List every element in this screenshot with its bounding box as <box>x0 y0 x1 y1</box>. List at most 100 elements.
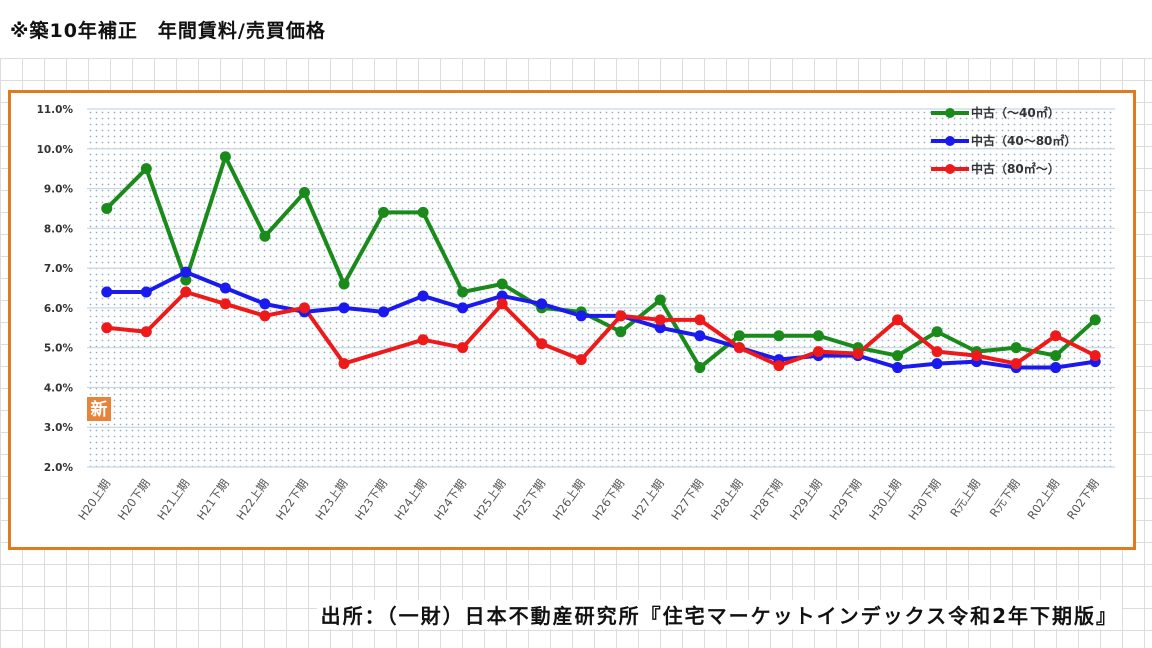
data-point <box>773 360 785 372</box>
x-tick-label: H29下期 <box>826 477 864 523</box>
data-point <box>140 163 152 175</box>
data-point <box>733 342 745 354</box>
data-point <box>1050 330 1062 342</box>
data-point <box>615 326 627 338</box>
data-point <box>101 322 113 334</box>
y-tick-label: 6.0% <box>44 303 74 315</box>
data-point <box>457 342 469 354</box>
data-point <box>1050 362 1062 374</box>
legend-label: 中古（～40㎡） <box>971 105 1060 120</box>
data-point <box>378 206 390 218</box>
data-point <box>496 278 508 290</box>
new-badge: 新 <box>87 397 111 421</box>
page-heading: ※築10年補正 年間賃料/売買価格 <box>10 20 326 42</box>
source-note: 出所：（一財）日本不動産研究所『住宅マーケットインデックス令和2年下期版』 <box>316 600 1122 629</box>
data-point <box>654 294 666 306</box>
new-badge-text: 新 <box>91 399 108 420</box>
data-point <box>219 298 231 310</box>
x-tick-label: H28上期 <box>708 477 746 523</box>
data-point <box>259 298 271 310</box>
y-tick-label: 2.0% <box>44 462 74 474</box>
y-tick-label: 4.0% <box>44 382 74 394</box>
data-point <box>140 326 152 338</box>
data-point <box>219 151 231 163</box>
plot-area <box>87 109 1115 467</box>
data-point <box>338 278 350 290</box>
data-point <box>180 274 192 286</box>
data-point <box>457 286 469 298</box>
x-tick-label: R02下期 <box>1064 477 1102 522</box>
series-line <box>105 154 1097 370</box>
data-point <box>101 202 113 214</box>
series-line <box>106 270 1096 370</box>
data-point <box>575 354 587 366</box>
x-axis-ticks: H20上期 H20下期 H21上期 H21下期 H22上期 H22下期 H23上期 H23下期… <box>75 477 1101 523</box>
x-tick-label: H20下期 <box>115 477 153 523</box>
data-point <box>1010 342 1022 354</box>
x-tick-label: H23下期 <box>352 477 390 523</box>
data-point <box>812 346 824 358</box>
y-tick-label: 5.0% <box>44 343 74 355</box>
y-axis-ticks: 2.0% 3.0% 4.0% 5.0% 6.0% 7.0% 8.0% 9.0% 10.0% 11.… <box>37 104 74 474</box>
x-tick-label: H27上期 <box>629 477 667 523</box>
x-tick-label: H24上期 <box>392 477 430 523</box>
legend-label: 中古（40～80㎡） <box>971 133 1076 148</box>
x-tick-label: H22上期 <box>233 477 271 523</box>
series-lines <box>101 151 1101 374</box>
data-point <box>259 310 271 322</box>
data-point <box>852 348 864 360</box>
data-point <box>575 310 587 322</box>
x-tick-label: H28下期 <box>747 477 785 523</box>
data-point <box>101 286 113 298</box>
data-point <box>694 362 706 374</box>
x-tick-label: H26上期 <box>550 477 588 523</box>
data-point <box>298 187 310 199</box>
data-point <box>733 330 745 342</box>
y-tick-label: 11.0% <box>37 104 74 116</box>
x-tick-label: R元下期 <box>987 477 1023 520</box>
data-point <box>892 350 904 362</box>
data-point <box>1089 350 1101 362</box>
data-point <box>654 322 666 334</box>
data-point <box>378 306 390 318</box>
data-point <box>338 358 350 370</box>
y-tick-label: 3.0% <box>44 422 74 434</box>
data-point <box>773 330 785 342</box>
x-tick-label: H23上期 <box>312 477 350 523</box>
data-point <box>931 326 943 338</box>
data-point <box>496 290 508 302</box>
x-tick-label: H27下期 <box>668 477 706 523</box>
x-tick-label: H30上期 <box>866 477 904 523</box>
x-tick-label: H25下期 <box>510 477 548 523</box>
data-point <box>180 266 192 278</box>
data-point <box>457 302 469 314</box>
legend-swatch-marker <box>945 136 955 146</box>
data-point <box>180 286 192 298</box>
data-point <box>1050 350 1062 362</box>
data-point <box>417 290 429 302</box>
data-point <box>812 330 824 342</box>
data-point <box>259 230 271 242</box>
data-point <box>615 310 627 322</box>
legend-swatch-marker <box>945 164 955 174</box>
legend-label: 中古（80㎡～） <box>971 161 1060 176</box>
x-tick-label: H21上期 <box>154 477 192 523</box>
data-point <box>298 302 310 314</box>
new-badge-box <box>87 397 111 421</box>
x-tick-label: H26下期 <box>589 477 627 523</box>
x-tick-label: H20上期 <box>75 477 113 523</box>
data-point <box>536 298 548 310</box>
x-tick-label: H21下期 <box>194 477 232 523</box>
data-point <box>1010 358 1022 370</box>
legend: 中古（～40㎡） 中古（40～80㎡） 中古（80㎡～） <box>931 105 1076 176</box>
y-tick-label: 7.0% <box>44 263 74 275</box>
x-tick-label: H29上期 <box>787 477 825 523</box>
data-point <box>219 282 231 294</box>
x-tick-label: H25上期 <box>471 477 509 523</box>
data-point <box>496 298 508 310</box>
data-point <box>1089 314 1101 326</box>
line-chart: 2.0% 3.0% 4.0% 5.0% 6.0% 7.0% 8.0% 9.0% 10.0% 11.… <box>37 104 1115 523</box>
data-point <box>892 314 904 326</box>
y-tick-label: 8.0% <box>44 223 74 235</box>
chart-frame: 2.0% 3.0% 4.0% 5.0% 6.0% 7.0% 8.0% 9.0% 10.0% 11.… <box>8 90 1136 550</box>
